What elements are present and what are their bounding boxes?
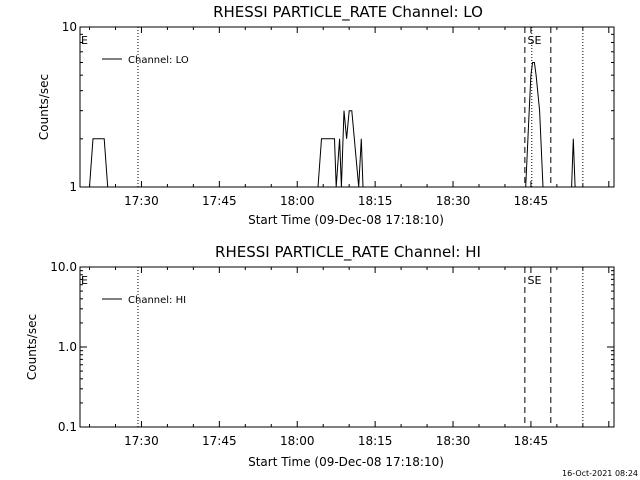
chart-lo-xtick-label: 18:00 [280, 194, 315, 208]
chart-hi: RHESSI PARTICLE_RATE Channel: HI E SE 17:… [25, 243, 615, 469]
chart-hi-vlines [137, 267, 584, 427]
chart-hi-marker-se: SE [528, 274, 542, 287]
chart-hi-ytick-label: 1.0 [58, 340, 77, 354]
chart-hi-legend-label: Channel: HI [128, 295, 186, 306]
chart-hi-ytick-label: 10.0 [50, 260, 77, 274]
chart-lo-xtick-label: 18:15 [358, 194, 393, 208]
chart-lo: RHESSI PARTICLE_RATE Channel: LO E SE 17:… [37, 3, 615, 227]
chart-hi-xtick-label: 18:15 [358, 434, 393, 448]
chart-lo-plot-frame [79, 26, 615, 188]
chart-hi-xtick-label: 18:00 [280, 434, 315, 448]
chart-hi-marker-e: E [81, 274, 88, 287]
chart-lo-xlabel: Start Time (09-Dec-08 17:18:10) [248, 213, 444, 227]
chart-hi-legend: Channel: HI [102, 295, 186, 306]
chart-lo-xtick-label: 17:45 [202, 194, 237, 208]
chart-hi-xtick-label: 17:45 [202, 434, 237, 448]
chart-hi-event-markers: E SE [81, 274, 542, 287]
chart-lo-marker-se: SE [528, 34, 542, 47]
chart-hi-y-ticks: 0.1 1.0 10.0 [50, 260, 614, 434]
chart-lo-xtick-label: 18:45 [514, 194, 549, 208]
chart-hi-ylabel: Counts/sec [25, 314, 39, 380]
chart-lo-legend: Channel: LO [102, 55, 189, 66]
chart-hi-title: RHESSI PARTICLE_RATE Channel: HI [215, 243, 481, 262]
chart-hi-xtick-label: 18:30 [436, 434, 471, 448]
chart-hi-xtick-label: 18:45 [514, 434, 549, 448]
chart-hi-x-ticks: 17:30 17:45 18:00 18:15 18:30 18:45 [89, 267, 610, 448]
timestamp-label: 16-Oct-2021 08:24 [562, 469, 638, 478]
chart-hi-xlabel: Start Time (09-Dec-08 17:18:10) [248, 455, 444, 469]
chart-lo-ytick-label: 10 [62, 20, 77, 34]
chart-lo-vlines [137, 27, 584, 187]
chart-hi-ytick-label: 0.1 [58, 420, 77, 434]
chart-lo-title: RHESSI PARTICLE_RATE Channel: LO [213, 3, 483, 22]
chart-hi-xtick-label: 17:30 [124, 434, 159, 448]
chart-hi-plot-frame [79, 266, 615, 428]
chart-lo-ytick-label: 1 [69, 180, 77, 194]
chart-lo-ylabel: Counts/sec [37, 74, 51, 140]
chart-lo-y-ticks: 1 10 [62, 20, 614, 194]
chart-lo-series [89, 62, 576, 188]
chart-lo-series-line-0 [89, 62, 576, 188]
chart-lo-x-ticks: 17:30 17:45 18:00 18:15 18:30 18:45 [89, 27, 610, 208]
chart-lo-xtick-label: 18:30 [436, 194, 471, 208]
chart-lo-xtick-label: 17:30 [124, 194, 159, 208]
chart-lo-event-markers: E SE [81, 34, 542, 47]
chart-lo-marker-e: E [81, 34, 88, 47]
chart-lo-legend-label: Channel: LO [128, 55, 189, 66]
